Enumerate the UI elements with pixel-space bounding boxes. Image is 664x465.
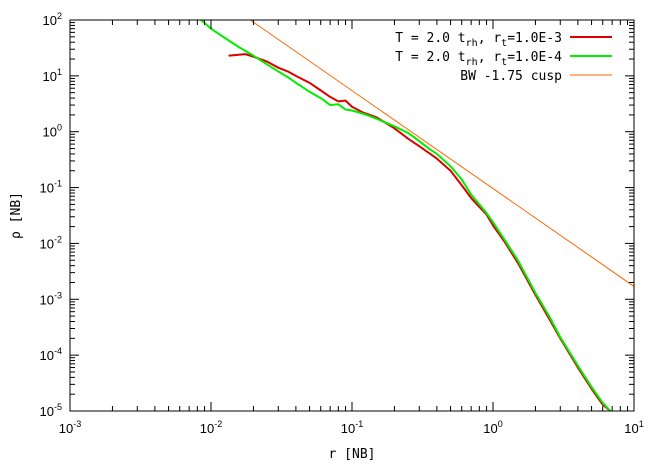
- x-tick-label: 10-2: [200, 419, 222, 436]
- x-tick-label-base: 10: [624, 421, 638, 436]
- y-tick-label: 10-1: [40, 179, 62, 196]
- legend: T = 2.0 trh, rt=1.0E-3T = 2.0 trh, rt=1.…: [395, 31, 612, 84]
- y-tick-label-base: 10: [40, 292, 54, 307]
- series-layer: [200, 20, 634, 411]
- legend-label-part: rh: [466, 38, 478, 49]
- y-tick-label-exponent: -4: [54, 346, 62, 356]
- y-tick-label: 10-5: [40, 402, 62, 419]
- y-tick-label-base: 10: [40, 181, 54, 196]
- y-tick-label-base: 10: [40, 348, 54, 363]
- legend-label-part: , r: [478, 50, 502, 65]
- y-tick-label-base: 10: [43, 125, 57, 140]
- x-tick-label-base: 10: [341, 421, 355, 436]
- x-tick-label-exponent: -2: [214, 419, 222, 429]
- y-tick-label-base: 10: [40, 236, 54, 251]
- y-tick-label-base: 10: [40, 404, 54, 419]
- x-tick-label-base: 10: [59, 421, 73, 436]
- y-tick-label-base: 10: [43, 69, 57, 84]
- ticks-layer: 10-3 10-2 10-1 100 10110-510-410-310-210-110…: [40, 11, 644, 436]
- legend-label-part: rh: [466, 57, 478, 68]
- x-tick-label: 10-1: [341, 419, 363, 436]
- x-axis-label: r [NB]: [329, 447, 376, 462]
- x-tick-label-exponent: -1: [355, 419, 363, 429]
- y-tick-label: 10-2: [40, 234, 62, 251]
- legend-label-part: =1.0E-4: [507, 50, 562, 65]
- legend-label-part: T = 2.0 t: [395, 31, 465, 46]
- y-tick-label-exponent: -2: [54, 234, 62, 244]
- legend-label-part: t: [501, 38, 507, 49]
- legend-label-2: T = 2.0 trh, rt=1.0E-4: [395, 50, 562, 68]
- legend-label-1: T = 2.0 trh, rt=1.0E-3: [395, 31, 562, 49]
- x-tick-label-base: 10: [483, 421, 497, 436]
- series-line-2: [200, 20, 612, 411]
- y-tick-label-exponent: 1: [57, 67, 62, 77]
- x-tick-label: 100: [483, 419, 502, 436]
- x-tick-label-exponent: -3: [73, 419, 81, 429]
- y-tick-label-exponent: -5: [54, 402, 62, 412]
- x-tick-label-base: 10: [200, 421, 214, 436]
- y-tick-label: 101: [43, 67, 62, 84]
- x-tick-label-exponent: 0: [498, 419, 503, 429]
- y-tick-label: 100: [43, 123, 62, 140]
- series-line-1: [228, 53, 612, 411]
- legend-label-part: T = 2.0 t: [395, 50, 465, 65]
- x-tick-label: 10-3: [59, 419, 81, 436]
- legend-label-part: BW -1.75 cusp: [460, 69, 562, 84]
- x-tick-label: 101: [624, 419, 643, 436]
- y-tick-label-base: 10: [43, 13, 57, 28]
- legend-label-3: BW -1.75 cusp: [460, 69, 562, 84]
- y-tick-label: 10-3: [40, 290, 62, 307]
- y-tick-label-exponent: -1: [54, 179, 62, 189]
- legend-label-part: t: [501, 57, 507, 68]
- y-tick-label-exponent: 0: [57, 123, 62, 133]
- y-axis-label: ρ [NB]: [9, 192, 24, 239]
- y-tick-label-exponent: 2: [57, 11, 62, 21]
- y-tick-label: 10-4: [40, 346, 62, 363]
- x-tick-label-exponent: 1: [639, 419, 644, 429]
- legend-label-part: , r: [478, 31, 502, 46]
- y-tick-label: 102: [43, 11, 62, 28]
- series-line-3: [249, 20, 634, 287]
- legend-label-part: =1.0E-3: [507, 31, 562, 46]
- y-tick-label-exponent: -3: [54, 290, 62, 300]
